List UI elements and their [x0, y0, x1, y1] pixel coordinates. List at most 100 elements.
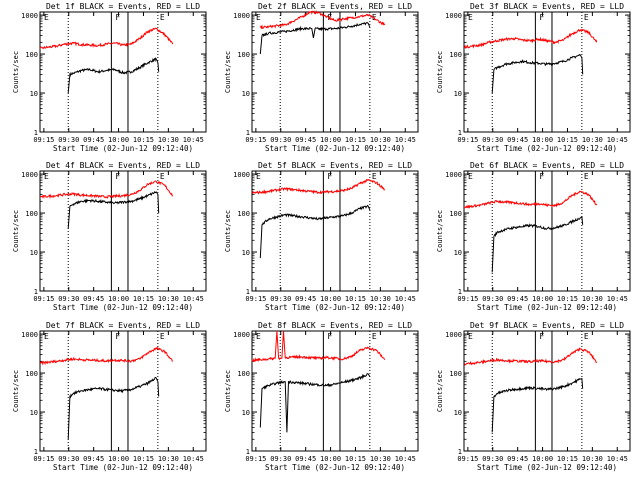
x-tick-label: 10:30 [158, 455, 179, 463]
y-axis-label: Counts/sec [224, 51, 232, 93]
x-tick-label: 10:30 [370, 295, 391, 303]
marker-letter: F [115, 332, 120, 341]
plot-frame [251, 170, 419, 292]
plot-frame [463, 170, 631, 292]
y-tick-label: 1 [458, 129, 462, 137]
lld-trace [39, 27, 174, 50]
x-tick-label: 10:15 [345, 295, 366, 303]
lld-trace [463, 190, 598, 209]
x-tick-label: 09:30 [482, 136, 503, 144]
events-trace [67, 191, 160, 229]
x-axis-label: Start Time (02-Jun-12 09:12:40) [53, 463, 193, 472]
x-tick-label: 10:00 [108, 136, 129, 144]
x-tick-label: 10:45 [607, 136, 628, 144]
y-tick-label: 10 [454, 409, 462, 417]
plot-frame [251, 11, 419, 133]
marker-letter: F [327, 332, 332, 341]
x-tick-label: 10:30 [582, 136, 603, 144]
y-tick-label: 1000 [21, 171, 38, 179]
x-tick-label: 09:45 [83, 136, 104, 144]
detector-panel: Det 4f BLACK = Events, RED = LLD 09:15 09:… [12, 161, 207, 312]
x-axis-label: Start Time (02-Jun-12 09:12:40) [477, 463, 617, 472]
y-tick-label: 100 [449, 51, 462, 59]
marker-letter: E [468, 13, 473, 22]
x-axis-label: Start Time (02-Jun-12 09:12:40) [477, 303, 617, 312]
detector-panel: Det 7f BLACK = Events, RED = LLD 09:15 09:… [12, 321, 207, 472]
detector-panel: Det 1f BLACK = Events, RED = LLD 09:15 09:… [12, 2, 207, 153]
x-tick-label: 10:45 [183, 136, 204, 144]
y-axis-label: Counts/sec [12, 370, 20, 412]
x-tick-label: 10:00 [532, 136, 553, 144]
y-tick-label: 1000 [445, 171, 462, 179]
x-tick-label: 10:00 [320, 455, 341, 463]
y-axis-label: Counts/sec [224, 210, 232, 252]
marker-letter: F [539, 172, 544, 181]
x-tick-label: 10:15 [133, 455, 154, 463]
y-tick-label: 10 [30, 90, 38, 98]
plot-frame [39, 330, 207, 452]
x-tick-label: 10:30 [370, 455, 391, 463]
marker-letter: E [44, 332, 49, 341]
y-tick-label: 10 [242, 90, 250, 98]
marker-letter: E [160, 172, 165, 181]
marker-letter: E [160, 332, 165, 341]
panel-title: Det 2f BLACK = Events, RED = LLD [258, 2, 412, 11]
x-tick-label: 10:00 [532, 295, 553, 303]
x-tick-label: 10:45 [607, 455, 628, 463]
marker-letter: E [256, 332, 261, 341]
x-tick-label: 09:15 [33, 295, 54, 303]
marker-letter: F [115, 172, 120, 181]
x-tick-label: 09:45 [507, 295, 528, 303]
y-tick-label: 10 [454, 90, 462, 98]
x-tick-label: 09:30 [270, 455, 291, 463]
x-tick-label: 09:15 [245, 136, 266, 144]
x-tick-label: 10:45 [395, 455, 416, 463]
lld-trace [39, 180, 173, 200]
x-tick-label: 10:00 [320, 136, 341, 144]
x-tick-label: 09:15 [457, 455, 478, 463]
detector-panel: Det 3f BLACK = Events, RED = LLD 09:15 09:… [436, 2, 631, 153]
panel-title: Det 4f BLACK = Events, RED = LLD [46, 161, 200, 170]
x-tick-label: 10:15 [557, 295, 578, 303]
x-tick-label: 10:30 [158, 295, 179, 303]
x-tick-label: 09:30 [482, 455, 503, 463]
x-tick-label: 09:15 [245, 455, 266, 463]
events-trace [259, 373, 371, 433]
marker-letter: E [44, 13, 49, 22]
marker-letter: E [372, 332, 377, 341]
panel-title: Det 7f BLACK = Events, RED = LLD [46, 321, 200, 330]
marker-letter: F [539, 13, 544, 22]
marker-letter: E [584, 172, 589, 181]
y-tick-label: 1 [246, 448, 250, 456]
marker-letter: E [44, 172, 49, 181]
y-tick-label: 10 [30, 409, 38, 417]
x-tick-label: 10:15 [557, 136, 578, 144]
plot-frame [39, 170, 207, 292]
x-tick-label: 10:15 [133, 136, 154, 144]
x-tick-label: 09:45 [295, 455, 316, 463]
y-tick-label: 1000 [233, 331, 250, 339]
x-tick-label: 09:15 [457, 295, 478, 303]
lld-trace [463, 28, 598, 49]
lld-trace [251, 330, 386, 363]
x-tick-label: 10:00 [108, 455, 129, 463]
y-axis-label: Counts/sec [12, 210, 20, 252]
y-tick-label: 100 [237, 370, 250, 378]
events-trace [491, 53, 584, 94]
detector-panel: Det 2f BLACK = Events, RED = LLD 09:15 09:… [224, 2, 419, 153]
y-tick-label: 1 [34, 129, 38, 137]
x-tick-label: 09:30 [58, 455, 79, 463]
events-trace [259, 204, 371, 259]
y-tick-label: 1 [246, 129, 250, 137]
x-tick-label: 10:30 [582, 295, 603, 303]
events-trace [67, 376, 160, 440]
x-tick-label: 09:30 [270, 136, 291, 144]
x-tick-label: 09:45 [83, 455, 104, 463]
lld-trace [39, 346, 173, 366]
x-tick-label: 10:30 [582, 455, 603, 463]
x-tick-label: 10:30 [158, 136, 179, 144]
marker-letter: E [256, 172, 261, 181]
plot-frame [39, 11, 207, 133]
x-tick-label: 10:30 [370, 136, 391, 144]
events-trace [67, 57, 160, 94]
